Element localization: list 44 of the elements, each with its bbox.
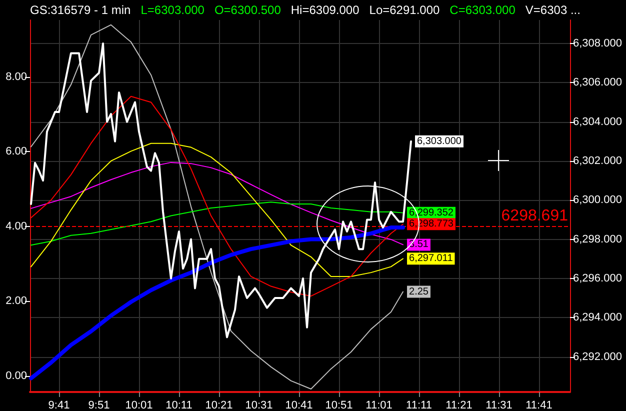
x-tick-label: 11:21 xyxy=(446,400,472,411)
y-tick-label: 2.00 xyxy=(6,295,27,308)
x-tick-label: 11:31 xyxy=(486,400,512,411)
text: Lo=6291.000 xyxy=(369,3,440,17)
x-tick-label: 11:41 xyxy=(526,400,552,411)
text: C=6303.000 xyxy=(450,3,516,17)
y2-tick-label: 6,294.000 xyxy=(573,312,622,324)
data-label: 3.51 xyxy=(409,239,429,250)
x-tick-label: 10:31 xyxy=(245,400,273,411)
text: O=6300.500 xyxy=(214,3,281,17)
x-tick-label: 10:41 xyxy=(285,400,313,411)
x-tick-label: 9:51 xyxy=(88,400,110,411)
data-label: 6,297.011 xyxy=(409,253,454,264)
y2-tick-label: 6,302.000 xyxy=(573,154,622,167)
data-label: 6,303.000 xyxy=(417,136,462,147)
x-tick-label: 11:11 xyxy=(406,400,432,411)
y2-tick-label: 6,306.000 xyxy=(573,76,622,89)
y-tick-label: 8.00 xyxy=(6,70,27,83)
chart-title: GS:316579 - 1 min xyxy=(30,3,131,17)
x-tick-label: 10:51 xyxy=(325,400,353,411)
y-tick-label: 4.00 xyxy=(6,220,27,232)
x-tick-label: 10:11 xyxy=(166,400,192,411)
y2-tick-label: 6,292.000 xyxy=(573,350,622,363)
data-label: 2.25 xyxy=(409,286,429,298)
line-series xyxy=(30,162,404,246)
x-tick-label: 10:21 xyxy=(205,400,233,411)
y2-tick-label: 6,298.000 xyxy=(573,233,622,246)
ref-line-label: 6298.691 xyxy=(501,207,568,224)
y2-tick-label: 6,300.000 xyxy=(573,194,622,206)
line-series xyxy=(29,226,406,380)
line-series xyxy=(30,24,404,390)
x-tick-label: 11:01 xyxy=(366,400,392,411)
text: V=6303 ... xyxy=(525,3,580,17)
x-tick-label: 10:01 xyxy=(125,400,153,411)
text: L=6303.000 xyxy=(140,3,204,17)
line-series xyxy=(30,142,404,277)
y-tick-label: 0.00 xyxy=(6,370,27,382)
y2-tick-label: 6,308.000 xyxy=(573,37,622,50)
y2-tick-label: 6,304.000 xyxy=(573,116,622,128)
line-series xyxy=(30,202,404,246)
y-tick-label: 6.00 xyxy=(6,146,27,158)
x-tick-label: 9:41 xyxy=(48,400,70,411)
text: Hi=6309.000 xyxy=(290,3,360,17)
y2-tick-label: 6,296.000 xyxy=(573,272,622,284)
